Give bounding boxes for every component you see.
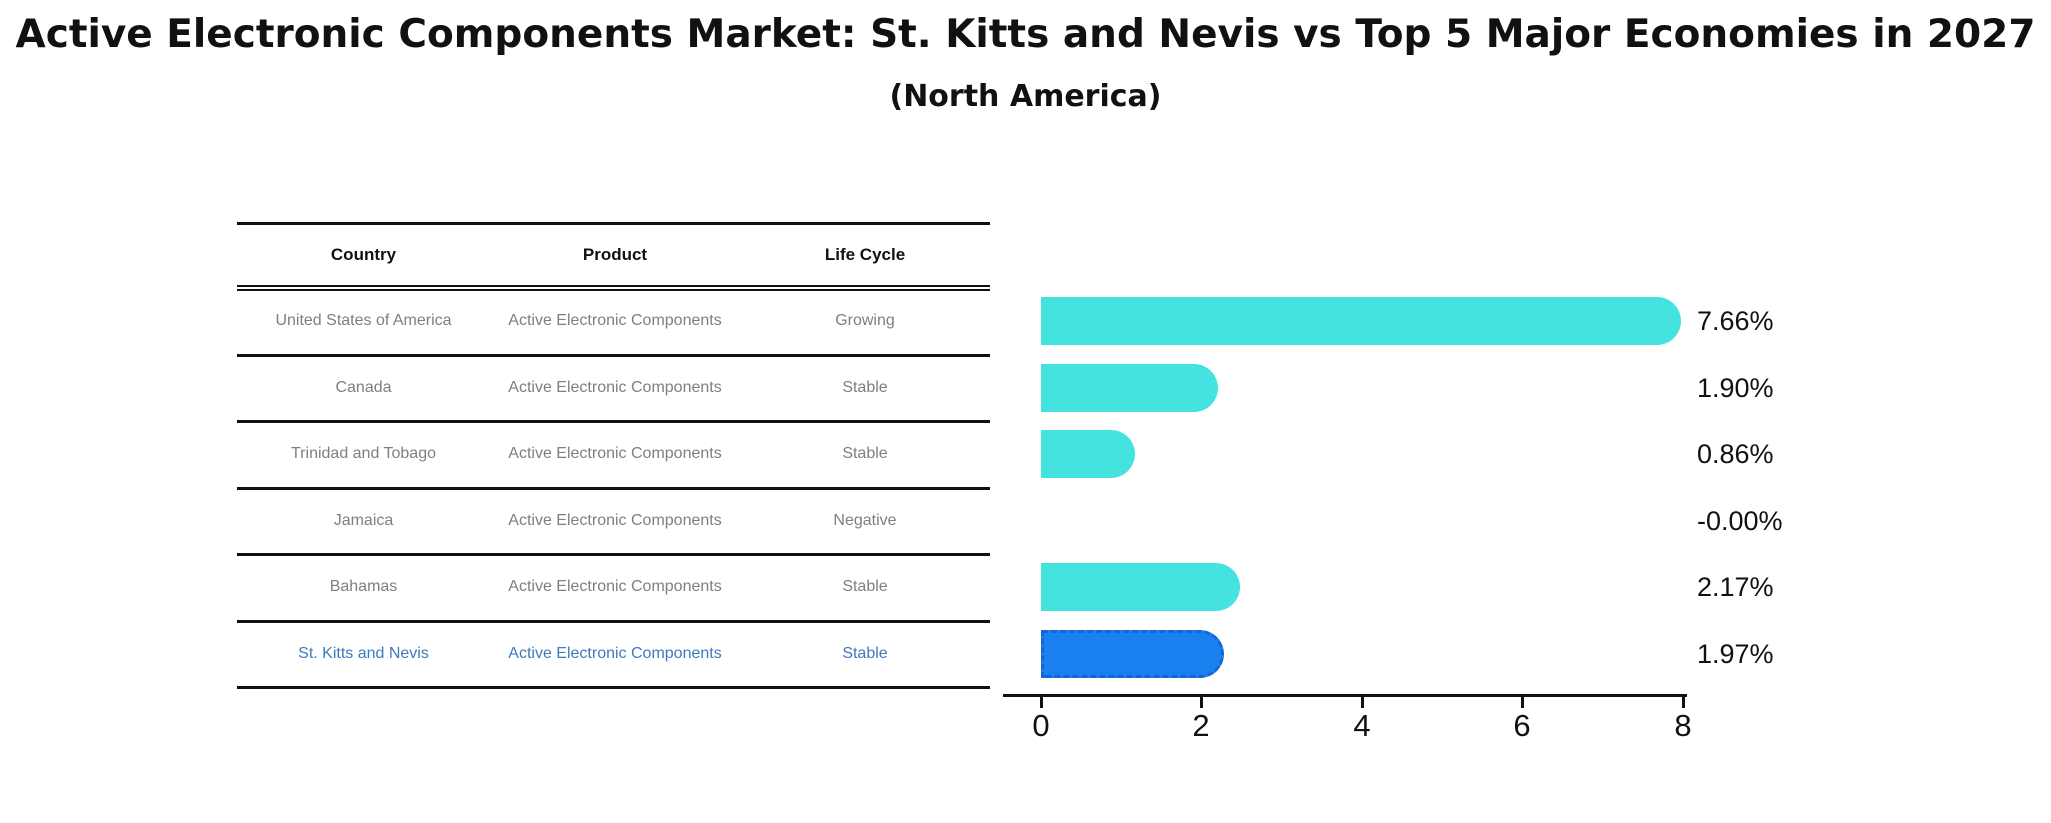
life-cycle-cell: Stable xyxy=(842,578,888,595)
x-axis-tick xyxy=(1521,697,1524,708)
x-axis-tick-label: 4 xyxy=(1353,708,1371,743)
x-axis-tick xyxy=(1361,697,1364,708)
table-row-rule xyxy=(237,487,990,490)
table-header-country: Country xyxy=(330,245,397,264)
page-subtitle: (North America) xyxy=(889,79,1162,114)
country-cell: Canada xyxy=(335,379,392,396)
country-cell: Bahamas xyxy=(329,578,398,595)
x-axis-tick-label: 6 xyxy=(1513,708,1531,743)
table-top-rule xyxy=(237,222,990,225)
value-label: 1.90% xyxy=(1697,373,1774,403)
highlight-value-bar xyxy=(1041,630,1225,678)
product-cell: Active Electronic Components xyxy=(508,645,722,662)
value-bar xyxy=(1041,297,1681,345)
table-header-life-cycle: Life Cycle xyxy=(824,245,906,264)
value-label: 2.17% xyxy=(1697,572,1774,602)
value-label: 7.66% xyxy=(1697,306,1774,336)
bar-row: 1.97% xyxy=(1041,630,1941,678)
bar-row: 0.86% xyxy=(1041,430,1941,478)
product-cell: Active Electronic Components xyxy=(508,578,722,595)
table-row: Canada Active Electronic Components Stab… xyxy=(237,355,990,421)
table-row-highlighted: St. Kitts and Nevis Active Electronic Co… xyxy=(237,621,990,687)
life-cycle-cell: Stable xyxy=(842,645,888,662)
life-cycle-cell: Stable xyxy=(842,379,888,396)
product-cell: Active Electronic Components xyxy=(508,512,722,529)
bar-row: 7.66% xyxy=(1041,297,1941,345)
value-label: -0.00% xyxy=(1697,506,1783,536)
bar-row: -0.00% xyxy=(1041,497,1941,545)
table-row-rule xyxy=(237,420,990,423)
table-row-rule xyxy=(237,620,990,623)
life-cycle-cell: Growing xyxy=(835,312,895,329)
table-bottom-rule xyxy=(237,686,990,689)
table-header-product: Product xyxy=(582,245,648,264)
value-bar xyxy=(1041,364,1219,412)
table-row-rule xyxy=(237,553,990,556)
country-cell: Trinidad and Tobago xyxy=(291,445,436,462)
product-cell: Active Electronic Components xyxy=(508,312,722,329)
country-cell: Jamaica xyxy=(333,512,394,529)
country-cell: United States of America xyxy=(275,312,452,329)
page-title: Active Electronic Components Market: St.… xyxy=(15,12,2036,57)
bar-row: 1.90% xyxy=(1041,364,1941,412)
comparison-table: Country Product Life Cycle United States… xyxy=(237,0,990,823)
bar-row: 2.17% xyxy=(1041,563,1941,611)
x-axis-tick xyxy=(1682,697,1685,708)
value-label: 1.97% xyxy=(1697,639,1774,669)
x-axis-tick xyxy=(1200,697,1203,708)
table-header-rule xyxy=(237,285,990,291)
table-header-row: Country Product Life Cycle xyxy=(237,222,990,288)
product-cell: Active Electronic Components xyxy=(508,379,722,396)
life-cycle-cell: Stable xyxy=(842,445,888,462)
x-axis-tick-label: 8 xyxy=(1674,708,1692,743)
value-bar xyxy=(1041,563,1241,611)
value-label: 0.86% xyxy=(1697,439,1774,469)
table-row-rule xyxy=(237,354,990,357)
table-row: United States of America Active Electron… xyxy=(237,288,990,354)
x-axis-line xyxy=(1003,694,1687,697)
table-row: Bahamas Active Electronic Components Sta… xyxy=(237,554,990,620)
table-row: Trinidad and Tobago Active Electronic Co… xyxy=(237,421,990,487)
x-axis-tick-label: 0 xyxy=(1032,708,1050,743)
x-axis-tick xyxy=(1040,697,1043,708)
country-cell: St. Kitts and Nevis xyxy=(298,645,429,662)
x-axis-tick-label: 2 xyxy=(1192,708,1210,743)
value-bar xyxy=(1041,430,1135,478)
life-cycle-cell: Negative xyxy=(833,512,897,529)
product-cell: Active Electronic Components xyxy=(508,445,722,462)
table-row: Jamaica Active Electronic Components Neg… xyxy=(237,488,990,554)
